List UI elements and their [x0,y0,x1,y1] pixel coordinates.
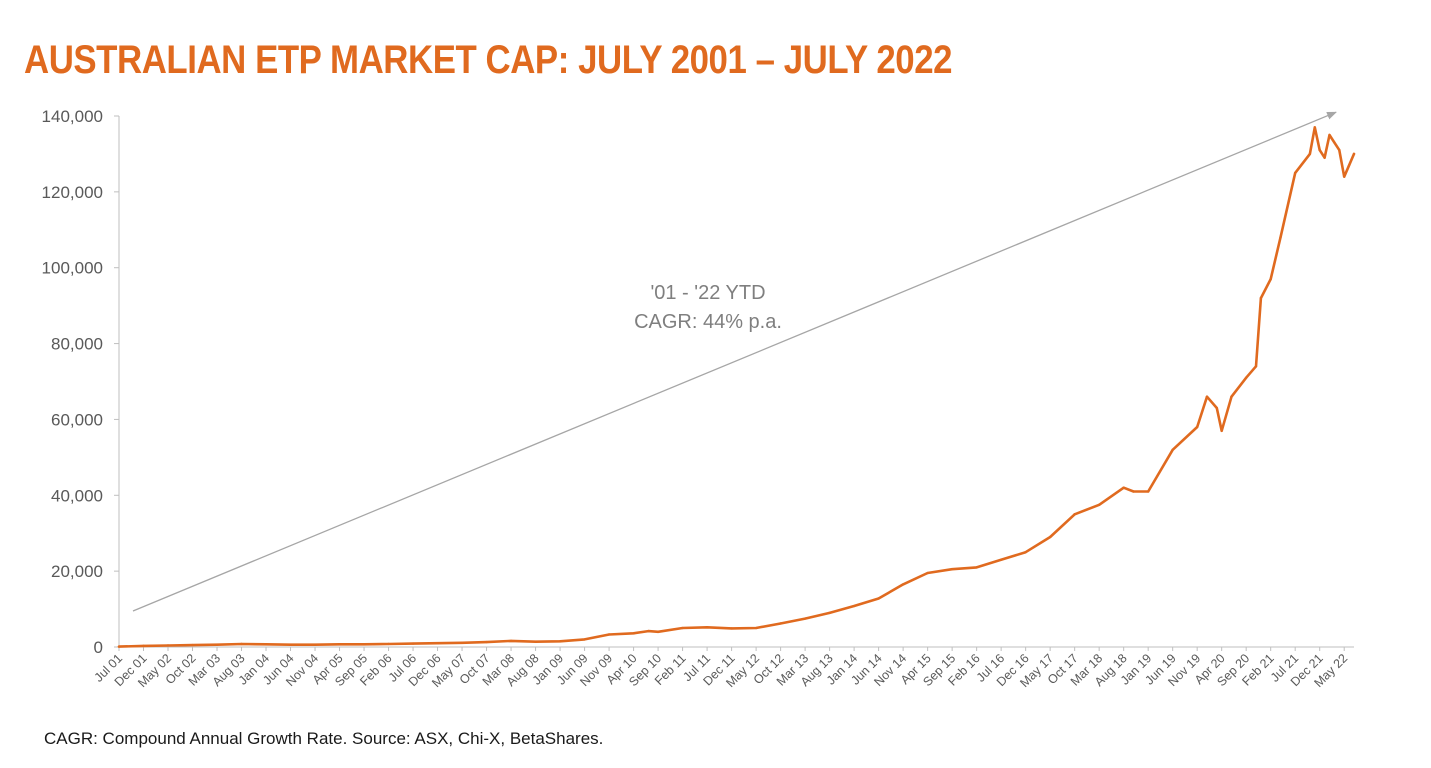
data-point [1244,376,1248,379]
data-point [387,642,390,646]
cagr-trend-arrow [132,111,1337,612]
data-point [191,643,194,647]
data-point [436,642,439,645]
y-tick-label: 60,000 [51,410,103,429]
cagr-annotation: '01 - '22 YTD CAGR: 44% p.a. [634,282,782,333]
chart-title: AUSTRALIAN ETP MARKET CAP: JULY 2001 – J… [24,38,953,82]
data-point [1318,148,1321,152]
data-point [1338,148,1341,152]
data-point [656,630,660,634]
data-point [1323,156,1326,159]
data-point [1073,513,1076,516]
data-point [1024,550,1027,554]
y-axis: 0 20,000 40,000 60,000 80,000 100,000 120,000 1… [42,107,120,657]
data-point [803,617,807,620]
data-point [583,638,586,641]
data-point [1279,236,1282,239]
data-point [166,644,170,647]
series-line [117,126,1356,648]
data-point [485,640,488,644]
data-point [509,639,513,643]
footnote: CAGR: Compound Annual Growth Rate. Sourc… [44,729,604,748]
data-point [1097,503,1101,506]
data-point [828,611,831,615]
data-point [999,558,1003,561]
data-point [240,642,243,646]
data-point [1132,490,1135,493]
data-point [681,626,684,630]
data-point [1333,141,1336,144]
data-point [705,626,709,629]
data-point [877,597,880,600]
trend-arrow-line [132,111,1337,612]
data-point [313,643,317,646]
data-point [1171,448,1174,451]
y-tick-label: 120,000 [42,183,103,202]
annotation-line-1: '01 - '22 YTD [650,282,765,304]
y-tick-label: 20,000 [51,562,103,581]
data-point [852,604,856,608]
data-point [950,568,954,571]
data-point [1122,486,1125,489]
data-point [558,640,562,643]
data-point [264,643,268,646]
data-point [901,583,905,586]
y-tick-label: 40,000 [51,486,103,505]
data-point [632,632,635,635]
data-point [1293,171,1297,175]
data-point [754,626,758,630]
y-tick-label: 0 [94,638,103,657]
data-point [730,627,733,630]
data-point [1215,406,1218,410]
series-market-cap [117,126,1356,648]
data-point [1195,425,1199,429]
data-point [607,633,611,636]
data-point [926,571,929,575]
data-point [975,566,978,569]
data-point [1347,164,1351,167]
data-point [1254,365,1258,368]
data-point [362,643,366,646]
data-point [1220,429,1223,433]
data-point [117,645,121,648]
y-tick-label: 140,000 [42,107,103,126]
data-point [1308,152,1312,156]
data-point [1230,395,1233,398]
data-point [411,642,415,645]
data-point [1342,175,1346,178]
data-point [215,643,219,646]
y-tick-label: 100,000 [42,259,103,278]
data-point [647,629,650,633]
y-tick-label: 80,000 [51,335,103,354]
data-point [1269,277,1272,281]
data-point [460,641,464,645]
data-point [1259,296,1263,300]
data-point [338,643,341,646]
data-point [1048,535,1052,539]
data-point [534,640,537,643]
data-point [1146,490,1150,493]
data-point [779,622,782,625]
data-point [1352,152,1356,156]
data-point [1313,126,1316,129]
annotation-line-2: CAGR: 44% p.a. [634,311,782,333]
data-point [1205,395,1209,398]
data-point [1328,133,1331,137]
data-point [289,643,292,646]
data-point [142,644,145,648]
